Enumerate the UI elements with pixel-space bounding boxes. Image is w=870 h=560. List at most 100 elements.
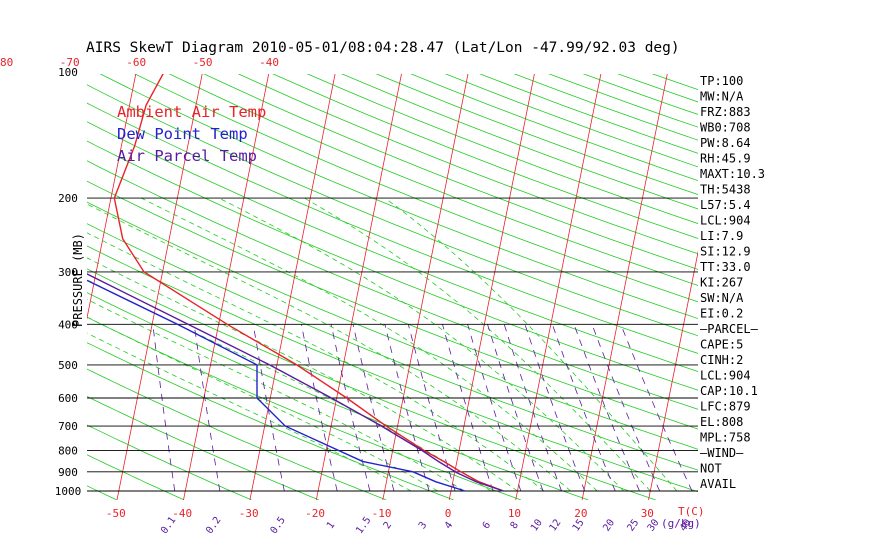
mixing-ratio-tick-label: 10	[529, 517, 545, 533]
mixing-ratio-line	[301, 324, 338, 492]
mixing-ratio-tick-label: 12	[548, 517, 564, 533]
dry-adiabat-line	[548, 74, 698, 128]
dry-adiabat-line	[410, 74, 698, 182]
isotherm-line	[515, 74, 602, 500]
mixing-ratio-line	[330, 324, 371, 492]
dry-adiabat-line	[87, 396, 319, 500]
dry-adiabat-line	[87, 292, 589, 500]
bottom-unit-label: T(C)	[678, 505, 705, 518]
index-label: KI:267	[700, 276, 743, 290]
pressure-tick-label: 600	[58, 392, 78, 405]
mixing-ratio-tick-label: 4	[443, 520, 455, 531]
top-temp-tick-label: -40	[259, 56, 279, 69]
pressure-tick-label: 100	[58, 66, 78, 79]
bottom-temp-tick-label: -20	[305, 507, 325, 520]
index-label: L57:5.4	[700, 198, 751, 212]
mixing-ratio-line	[551, 324, 616, 492]
isotherm-line	[448, 74, 535, 500]
dry-adiabat-line	[513, 74, 698, 141]
pressure-tick-label: 1000	[55, 485, 82, 498]
legend: Ambient Air Temp Dew Point Temp Air Parcel…	[117, 103, 266, 165]
isotherm-line	[382, 74, 469, 500]
index-label: NOT	[700, 462, 722, 476]
pressure-tick-label: 400	[58, 318, 78, 331]
mixing-ratio-tick-label: 0.5	[269, 515, 288, 536]
mixing-ratio-unit-label: (g/kg)	[661, 517, 701, 530]
index-label: —PARCEL—	[700, 322, 759, 336]
dry-adiabat-line	[87, 245, 698, 493]
dry-adiabat-line	[87, 201, 698, 450]
moist-adiabat-line	[87, 232, 545, 492]
profile-line	[113, 74, 504, 492]
bottom-temp-tick-label: 0	[445, 507, 452, 520]
legend-entry: Ambient Air Temp	[117, 103, 266, 121]
tick-labels: 1002003004005006007008009001000-120-110-…	[0, 56, 705, 536]
dry-adiabat-line	[134, 74, 698, 303]
profile-line	[87, 279, 466, 492]
index-label: CINH:2	[700, 353, 743, 367]
legend-entry: Dew Point Temp	[117, 125, 248, 143]
dry-adiabat-line	[375, 74, 698, 196]
dry-adiabat-line	[168, 74, 698, 286]
dry-adiabat-line	[237, 74, 698, 255]
dry-adiabat-line	[87, 316, 521, 500]
legend-entry: Air Parcel Temp	[117, 147, 257, 165]
index-label: MW:N/A	[700, 90, 744, 104]
bottom-temp-tick-label: -10	[372, 507, 392, 520]
dry-adiabat-line	[87, 268, 656, 500]
mixing-ratio-tick-label: 3	[417, 520, 429, 531]
isotherms	[87, 74, 698, 500]
index-label: LI:7.9	[700, 229, 743, 243]
dry-adiabat-line	[272, 74, 698, 239]
index-label: LCL:904	[700, 369, 751, 383]
index-label: —WIND—	[700, 446, 744, 460]
dry-adiabat-line	[444, 74, 698, 168]
chart-title: AIRS SkewT Diagram 2010-05-01/08:04:28.4…	[86, 40, 680, 56]
y-axis-label: PRESSURE (MB)	[71, 233, 85, 327]
bottom-temp-tick-label: -50	[106, 507, 126, 520]
index-label: PW:8.64	[700, 136, 751, 150]
moist-adiabat-line	[384, 197, 678, 492]
profile-line	[87, 273, 504, 492]
mixing-ratio-tick-label: 2	[382, 520, 394, 531]
isotherm-line	[183, 74, 270, 500]
moist-adiabat-line	[218, 197, 624, 492]
top-temp-tick-label: -60	[126, 56, 146, 69]
index-label: TH:5438	[700, 183, 751, 197]
index-label: FRZ:883	[700, 105, 751, 119]
index-label: CAP:10.1	[700, 384, 758, 398]
dry-adiabat-line	[87, 223, 698, 471]
pressure-tick-label: 500	[58, 359, 78, 372]
index-label: MAXT:10.3	[700, 167, 765, 181]
top-temp-tick-label: -70	[60, 56, 80, 69]
bottom-temp-tick-label: 30	[641, 507, 654, 520]
dry-adiabat-line	[87, 424, 252, 500]
dry-adiabat-line	[87, 454, 185, 500]
pressure-tick-label: 200	[58, 192, 78, 205]
moist-adiabat-line	[87, 203, 571, 492]
mixing-ratio-line	[152, 324, 176, 492]
top-temp-tick-label: -80	[0, 56, 13, 69]
mixing-ratio-tick-label: 1	[325, 520, 337, 531]
index-label: LFC:879	[700, 400, 751, 414]
bottom-temp-tick-label: 20	[574, 507, 587, 520]
mixing-ratio-line	[407, 324, 456, 492]
index-label: MPL:758	[700, 431, 751, 445]
index-label: AVAIL	[700, 477, 736, 491]
index-label: EL:808	[700, 415, 743, 429]
bottom-temp-tick-label: -40	[172, 507, 192, 520]
mixing-ratio-tick-label: 0.2	[204, 515, 223, 536]
pressure-tick-label: 900	[58, 466, 78, 479]
dry-adiabat-line	[99, 74, 698, 320]
isotherm-line	[87, 74, 137, 320]
index-label: WB0:708	[700, 121, 751, 135]
index-label: LCL:904	[700, 214, 751, 228]
dry-adiabat-line	[87, 180, 698, 430]
mixing-ratio-tick-label: 20	[601, 517, 617, 533]
mixing-ratio-tick-label: 6	[481, 520, 493, 531]
top-temp-tick-label: -50	[193, 56, 213, 69]
pressure-tick-label: 700	[58, 420, 78, 433]
dry-adiabat-line	[87, 84, 698, 337]
